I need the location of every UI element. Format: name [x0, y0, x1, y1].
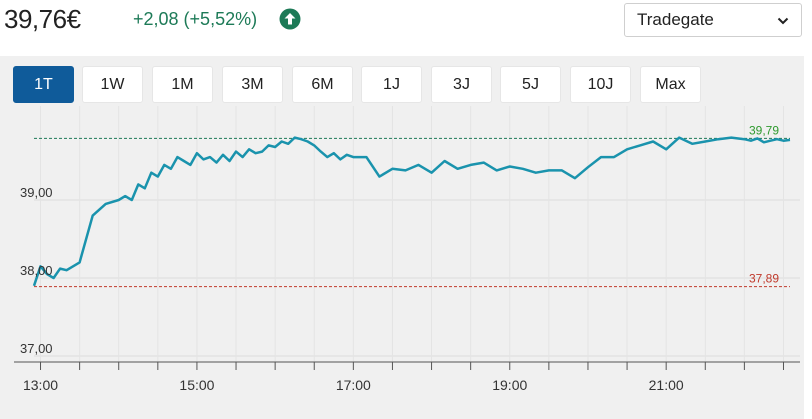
exchange-selected-value: Tradegate [637, 10, 714, 29]
range-tab-6m[interactable]: 6M [292, 66, 353, 103]
x-tick-label: 21:00 [649, 377, 684, 393]
price-change: +2,08 (+5,52%) [133, 9, 258, 29]
chevron-down-icon [777, 17, 789, 25]
price-label: 39,76€ [4, 4, 81, 34]
y-tick-label: 39,00 [20, 185, 53, 200]
y-tick-label: 38,00 [20, 263, 53, 278]
range-tab-max[interactable]: Max [640, 66, 701, 103]
range-tab-3m[interactable]: 3M [222, 66, 283, 103]
range-tab-1w[interactable]: 1W [82, 66, 143, 103]
reference-label-low: 37,89 [749, 272, 779, 286]
range-tab-5j[interactable]: 5J [500, 66, 561, 103]
x-tick-label: 15:00 [179, 377, 214, 393]
x-tick-label: 13:00 [23, 377, 58, 393]
arrow-up-circle-icon [279, 8, 301, 30]
x-tick-label: 17:00 [336, 377, 371, 393]
price-chart[interactable]: 37,00 38,00 39,00 13:00 15:00 17:00 19:00 21:00… [0, 56, 804, 419]
exchange-select[interactable]: Tradegate [624, 3, 802, 37]
range-tab-1j[interactable]: 1J [361, 66, 422, 103]
x-tick-label: 19:00 [492, 377, 527, 393]
reference-label-high: 39,79 [749, 123, 779, 137]
range-tab-1m[interactable]: 1M [152, 66, 213, 103]
y-tick-label: 37,00 [20, 341, 53, 356]
range-tab-10j[interactable]: 10J [570, 66, 631, 103]
range-tab-3j[interactable]: 3J [431, 66, 492, 103]
chart-panel: 1T 1W 1M 3M 6M 1J 3J 5J 10J Max [0, 56, 804, 419]
range-tab-1t[interactable]: 1T [13, 66, 74, 103]
price-series-line [32, 136, 791, 287]
